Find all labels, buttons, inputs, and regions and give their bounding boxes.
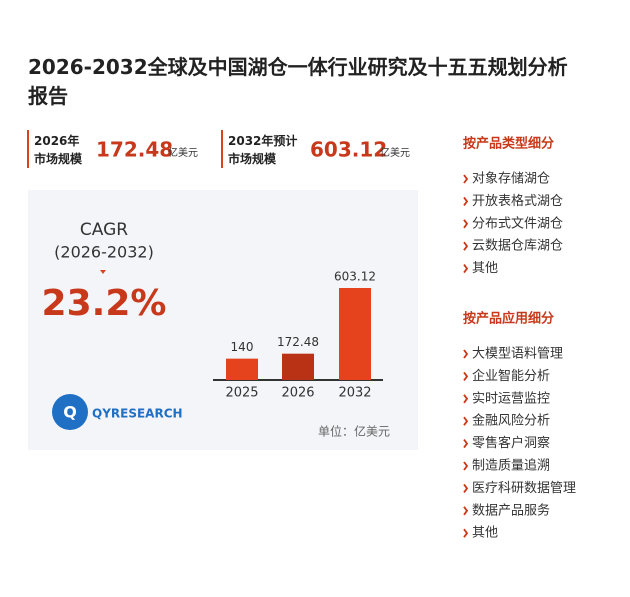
bar <box>282 353 314 380</box>
unit-label: 单位：亿美元 <box>318 424 390 439</box>
stat-label: 2026年市场规模 <box>34 133 83 166</box>
cagr-label: CAGR <box>80 220 128 240</box>
list-item: 其他 <box>472 526 498 541</box>
stat-value: 603.12 <box>310 138 387 162</box>
data-label: 140 <box>231 340 254 354</box>
x-tick-label: 2025 <box>225 386 258 401</box>
stat-unit: 亿美元 <box>380 146 410 159</box>
list-item: 大模型语料管理 <box>472 347 563 362</box>
bullet-chevron <box>463 528 469 538</box>
list-heading: 按产品类型细分 <box>463 136 554 152</box>
cagr-arrow <box>100 270 106 274</box>
bullet-chevron <box>463 349 469 359</box>
bullet-chevron <box>463 483 469 493</box>
logo-icon-mark: Q <box>63 403 77 422</box>
bar <box>226 358 258 380</box>
list-heading: 按产品应用细分 <box>463 311 554 327</box>
list-item: 制造质量追溯 <box>472 458 550 474</box>
list-item: 数据产品服务 <box>472 502 550 518</box>
list-item: 开放表格式湖仓 <box>472 193 563 209</box>
list-item: 分布式文件湖仓 <box>472 216 563 231</box>
data-label: 172.48 <box>277 335 319 349</box>
bullet-chevron <box>463 394 469 404</box>
bullet-chevron <box>463 461 469 471</box>
bullet-chevron <box>463 241 469 251</box>
bullet-chevron <box>463 439 469 449</box>
list-item: 云数据仓库湖仓 <box>472 238 563 254</box>
list-item: 零售客户洞察 <box>472 435 550 451</box>
x-tick-label: 2026 <box>281 386 314 401</box>
logo-icon <box>52 394 88 430</box>
list-item: 其他 <box>472 261 498 276</box>
bullet-chevron <box>463 219 469 229</box>
bullet-chevron <box>463 416 469 426</box>
data-label: 603.12 <box>334 270 376 284</box>
list-item: 金融风险分析 <box>472 413 550 429</box>
list-item: 对象存储湖仓 <box>472 172 550 187</box>
cagr-period: (2026-2032) <box>54 243 154 262</box>
x-tick-label: 2032 <box>338 386 371 401</box>
stat-value: 172.48 <box>96 138 173 162</box>
stat-unit: 亿美元 <box>168 146 198 159</box>
bullet-chevron <box>463 371 469 381</box>
bullet-chevron <box>463 264 469 274</box>
logo-text: QYRESEARCH <box>92 407 183 421</box>
bar <box>339 288 371 380</box>
bullet-chevron <box>463 174 469 184</box>
title: 2026-2032全球及中国湖仓一体行业研究及十五五规划分析报告 <box>28 55 568 108</box>
bullet-chevron <box>463 196 469 206</box>
list-item: 企业智能分析 <box>472 368 550 384</box>
list-item: 实时运营监控 <box>472 391 550 406</box>
cagr-value: 23.2% <box>42 283 167 324</box>
list-item: 医疗科研数据管理 <box>472 481 576 496</box>
bullet-chevron <box>463 506 469 516</box>
stat-label: 2032年预计市场规模 <box>228 133 297 166</box>
